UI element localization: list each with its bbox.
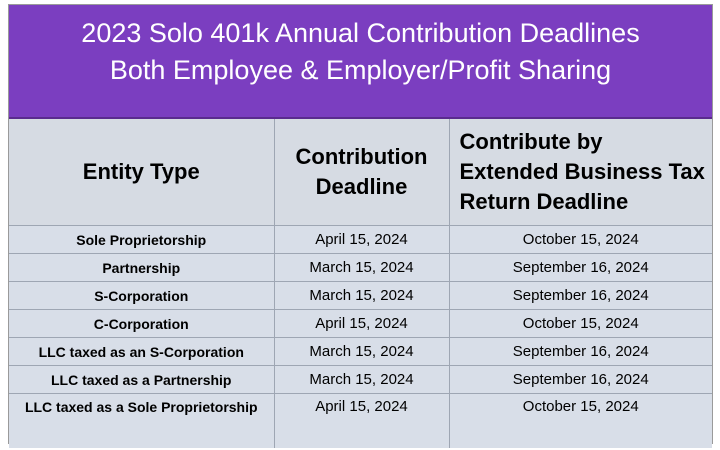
entity-type-cell: LLC taxed as a Partnership: [9, 365, 274, 394]
title-line-2: Both Employee & Employer/Profit Sharing: [109, 55, 612, 85]
entity-type-cell: S-Corporation: [9, 281, 274, 310]
contribution-deadline-cell: March 15, 2024: [273, 253, 449, 282]
extended-deadline-cell: September 16, 2024: [448, 253, 712, 282]
entity-type-cell: Sole Proprietorship: [9, 225, 274, 254]
extended-deadline-cell: September 16, 2024: [448, 365, 712, 394]
extended-deadline-cell: September 16, 2024: [448, 281, 712, 310]
extended-deadline-cell: October 15, 2024: [448, 225, 712, 254]
title-line-1: 2023 Solo 401k Annual Contribution Deadl…: [81, 18, 640, 48]
contribution-deadline-cell: March 15, 2024: [273, 365, 449, 394]
entity-type-cell: Partnership: [9, 253, 274, 282]
entity-type-cell: LLC taxed as an S-Corporation: [9, 337, 274, 366]
extended-deadline-cell: October 15, 2024: [448, 393, 712, 448]
contribution-deadline-cell: March 15, 2024: [273, 337, 449, 366]
title-banner: 2023 Solo 401k Annual Contribution Deadl…: [9, 5, 712, 119]
contribution-deadline-cell: April 15, 2024: [273, 393, 449, 448]
table-row: LLC taxed as a Partnership March 15, 202…: [9, 365, 712, 394]
header-extended-deadline: Contribute by Extended Business Tax Retu…: [448, 119, 712, 226]
entity-type-cell: C-Corporation: [9, 309, 274, 338]
header-contribution-deadline: Contribution Deadline: [273, 119, 449, 226]
table-row: Sole Proprietorship April 15, 2024 Octob…: [9, 225, 712, 254]
deadlines-table: Entity Type Contribution Deadline Contri…: [9, 119, 712, 448]
table-row: C-Corporation April 15, 2024 October 15,…: [9, 309, 712, 338]
table-row: LLC taxed as a Sole Proprietorship April…: [9, 393, 712, 448]
deadline-table-figure: 2023 Solo 401k Annual Contribution Deadl…: [8, 4, 713, 448]
contribution-deadline-cell: April 15, 2024: [273, 309, 449, 338]
header-entity-type: Entity Type: [9, 119, 274, 226]
table-row: S-Corporation March 15, 2024 September 1…: [9, 281, 712, 310]
extended-deadline-cell: September 16, 2024: [448, 337, 712, 366]
table-row: LLC taxed as an S-Corporation March 15, …: [9, 337, 712, 366]
contribution-deadline-cell: March 15, 2024: [273, 281, 449, 310]
contribution-deadline-cell: April 15, 2024: [273, 225, 449, 254]
table-row: Partnership March 15, 2024 September 16,…: [9, 253, 712, 282]
table-header-row: Entity Type Contribution Deadline Contri…: [9, 119, 712, 226]
extended-deadline-cell: October 15, 2024: [448, 309, 712, 338]
entity-type-cell: LLC taxed as a Sole Proprietorship: [9, 393, 274, 448]
